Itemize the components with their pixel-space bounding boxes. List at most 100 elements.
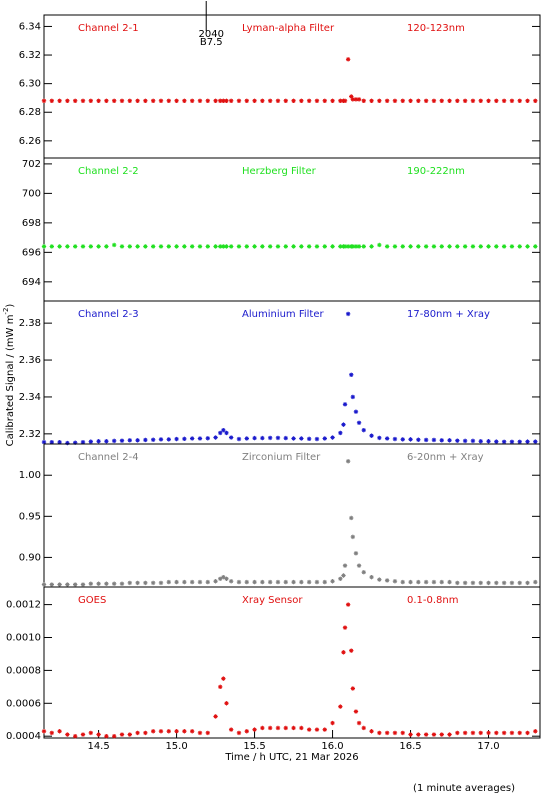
panel-annotation: Herzberg Filter (242, 166, 317, 177)
data-point (525, 439, 530, 444)
data-point (423, 732, 429, 737)
x-tick-label: 14.5 (87, 741, 109, 752)
data-point (205, 436, 210, 441)
data-point (119, 732, 125, 737)
data-point (400, 244, 405, 249)
data-point (72, 582, 78, 587)
data-point (299, 436, 304, 441)
data-point (392, 244, 398, 249)
data-point (111, 581, 117, 586)
data-point (150, 729, 156, 734)
data-point (49, 244, 54, 249)
data-point (267, 435, 273, 441)
data-point (322, 244, 327, 249)
data-point (447, 732, 452, 737)
data-point (218, 684, 223, 690)
data-point (72, 733, 78, 739)
panel-frame (43, 443, 541, 588)
data-point (384, 436, 390, 441)
data-point (111, 98, 117, 103)
data-point (423, 437, 429, 443)
data-point (377, 98, 382, 103)
data-point (80, 244, 86, 249)
data-point (525, 730, 530, 736)
data-point (96, 732, 101, 737)
y-tick-label: 6.30 (19, 79, 41, 90)
data-point (408, 579, 413, 585)
data-point (283, 725, 288, 731)
data-point (197, 98, 203, 103)
data-point (88, 439, 93, 444)
data-point (517, 244, 522, 249)
data-point (356, 563, 362, 568)
data-point (244, 244, 249, 249)
data-point (267, 725, 273, 731)
panel-annotation: Channel 2-4 (78, 452, 139, 463)
data-point (356, 97, 362, 102)
data-point (111, 242, 117, 248)
data-point (221, 427, 226, 433)
panel-annotation: Xray Sensor (242, 595, 303, 606)
panel-annotation: Channel 2-1 (78, 23, 139, 34)
data-point (509, 98, 515, 103)
data-point (236, 244, 242, 249)
data-point (361, 427, 366, 433)
data-point (361, 98, 366, 103)
data-point (197, 579, 203, 585)
data-point (342, 625, 348, 630)
data-point (213, 435, 218, 440)
data-point (244, 98, 249, 103)
data-point (416, 98, 421, 103)
data-point (80, 732, 86, 737)
data-point (462, 730, 468, 736)
data-point (182, 579, 187, 585)
data-point (517, 439, 522, 444)
data-point (462, 580, 468, 586)
data-point (447, 438, 452, 443)
data-point (228, 98, 234, 103)
data-point (267, 98, 273, 103)
data-point (197, 730, 203, 736)
data-point (501, 439, 507, 444)
data-point (267, 579, 273, 585)
data-point (275, 579, 281, 585)
data-point (260, 579, 265, 585)
data-point (189, 244, 195, 249)
data-point (533, 244, 538, 249)
data-point (478, 730, 483, 736)
data-point (224, 430, 229, 436)
data-point (377, 242, 382, 248)
data-point (80, 439, 86, 445)
data-point (470, 438, 476, 444)
data-point (150, 244, 156, 249)
data-point (486, 730, 491, 736)
data-point (72, 98, 78, 103)
data-point (252, 579, 257, 585)
data-point (533, 579, 538, 585)
data-point (306, 98, 312, 103)
y-tick-label: 0.90 (19, 552, 41, 563)
data-point (80, 98, 86, 103)
data-point (218, 576, 223, 581)
data-point (431, 732, 437, 737)
data-point (509, 730, 515, 736)
data-point (127, 580, 132, 586)
data-point (350, 97, 356, 102)
y-axis-label-text: Calibrated Signal / (mW m (5, 315, 16, 447)
data-point (322, 579, 327, 585)
data-point (314, 244, 320, 249)
data-point (423, 244, 429, 249)
data-point (205, 579, 210, 585)
y-tick-label: 700 (22, 188, 41, 199)
data-point (416, 437, 421, 442)
data-point (260, 725, 265, 731)
data-point (275, 98, 281, 103)
data-point (283, 244, 288, 249)
data-point (291, 98, 296, 103)
data-point (213, 579, 218, 584)
data-point (525, 244, 530, 249)
data-point (361, 725, 366, 731)
data-point (236, 436, 242, 442)
data-point (166, 244, 171, 249)
data-point (486, 439, 491, 444)
